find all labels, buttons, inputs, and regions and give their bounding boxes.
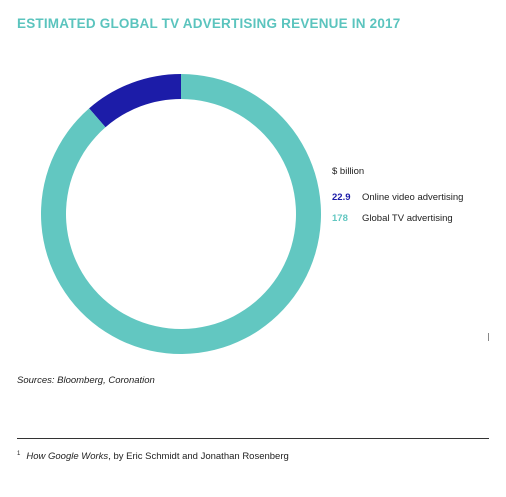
footnote-marker: 1 xyxy=(17,451,21,457)
slice-global-tv xyxy=(40,74,321,354)
legend-label-tv: Global TV advertising xyxy=(362,213,453,224)
legend-value-tv: 178 xyxy=(332,213,348,224)
legend-item-online: 22.9 Online video advertising xyxy=(332,192,463,203)
corner-mark xyxy=(488,333,489,341)
slice-online-video xyxy=(89,74,181,128)
unit-label: $ billion xyxy=(332,166,365,177)
footnote-divider xyxy=(17,438,489,439)
footnote-text: , by Eric Schmidt and Jonathan Rosenberg xyxy=(108,451,289,463)
chart-legend: $ billion 22.9 Online video advertising … xyxy=(332,166,463,234)
chart-title: ESTIMATED GLOBAL TV ADVERTISING REVENUE … xyxy=(17,16,401,31)
donut-chart xyxy=(40,74,321,354)
legend-value-online: 22.9 xyxy=(332,192,351,203)
legend-item-tv: 178 Global TV advertising xyxy=(332,213,463,224)
footnote: 1 How Google Works, by Eric Schmidt and J… xyxy=(17,451,289,462)
footnote-book-title: How Google Works xyxy=(26,451,109,463)
legend-label-online: Online video advertising xyxy=(362,192,464,203)
sources-note: Sources: Bloomberg, Coronation xyxy=(17,375,155,386)
